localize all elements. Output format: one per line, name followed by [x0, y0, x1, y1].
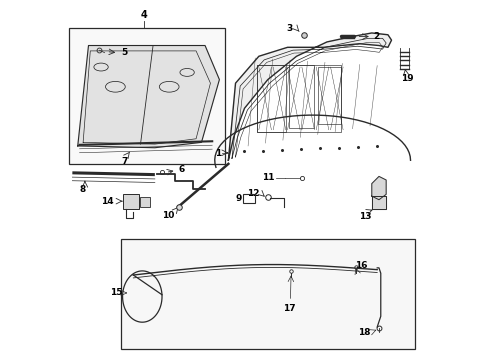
- Polygon shape: [78, 45, 219, 148]
- Bar: [289, 65, 314, 128]
- Text: 8: 8: [80, 185, 86, 194]
- Bar: [257, 65, 341, 132]
- Text: 17: 17: [283, 304, 295, 313]
- Bar: [257, 65, 285, 132]
- Text: 13: 13: [359, 212, 371, 221]
- Text: 19: 19: [401, 74, 413, 83]
- Text: 16: 16: [354, 261, 366, 270]
- Bar: [69, 28, 224, 164]
- Bar: [140, 197, 149, 207]
- Text: 4: 4: [141, 10, 147, 21]
- Polygon shape: [228, 33, 391, 160]
- Text: 11: 11: [262, 173, 274, 182]
- Polygon shape: [371, 196, 386, 209]
- Bar: [243, 194, 254, 203]
- Text: 9: 9: [235, 194, 242, 203]
- Text: 10: 10: [162, 211, 174, 220]
- Text: 15: 15: [110, 288, 122, 297]
- Text: 18: 18: [358, 328, 370, 337]
- Polygon shape: [371, 176, 386, 200]
- Text: 5: 5: [121, 48, 127, 57]
- Text: 12: 12: [247, 189, 260, 198]
- Text: 1: 1: [214, 149, 221, 158]
- Text: 7: 7: [121, 157, 127, 166]
- Text: 2: 2: [373, 32, 379, 41]
- Text: 6: 6: [178, 166, 184, 175]
- Text: 14: 14: [101, 197, 113, 206]
- Bar: [317, 67, 341, 125]
- Bar: [122, 194, 139, 209]
- Text: 3: 3: [286, 24, 292, 33]
- Bar: [121, 239, 414, 348]
